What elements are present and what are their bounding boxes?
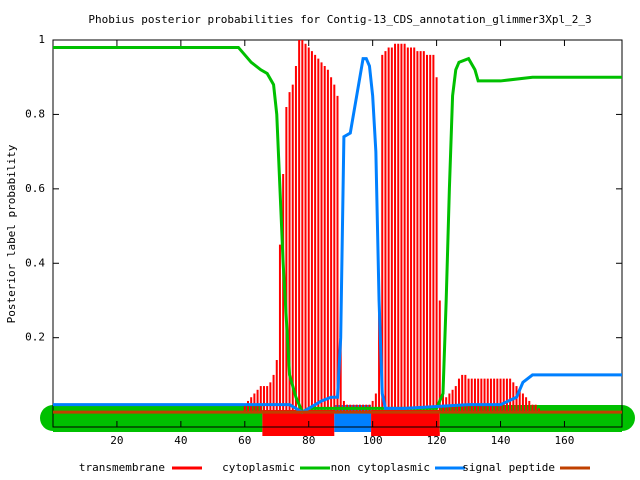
legend-label: non cytoplasmic bbox=[331, 461, 430, 474]
legend-label: signal peptide bbox=[462, 461, 555, 474]
legend-label: transmembrane bbox=[79, 461, 165, 474]
series-line bbox=[53, 57, 622, 414]
region-band bbox=[371, 410, 440, 436]
x-tick-label: 20 bbox=[110, 434, 123, 447]
x-tick-label: 100 bbox=[363, 434, 383, 447]
region-band bbox=[262, 410, 335, 436]
y-tick-label: 0.4 bbox=[25, 256, 45, 269]
y-tick-label: 1 bbox=[38, 33, 45, 46]
x-tick-label: 140 bbox=[491, 434, 511, 447]
x-tick-label: 40 bbox=[174, 434, 187, 447]
series-line bbox=[53, 45, 622, 415]
plot-frame bbox=[52, 39, 623, 428]
legend-label: cytoplasmic bbox=[222, 461, 295, 474]
y-tick-label: 0.2 bbox=[25, 331, 45, 344]
region-band bbox=[439, 405, 622, 432]
x-tick-label: 160 bbox=[555, 434, 575, 447]
x-tick-label: 80 bbox=[302, 434, 315, 447]
x-tick-label: 120 bbox=[427, 434, 447, 447]
x-tick-label: 60 bbox=[238, 434, 251, 447]
y-tick-label: 0.6 bbox=[25, 182, 45, 195]
chart-title: Phobius posterior probabilities for Cont… bbox=[88, 13, 591, 26]
y-axis-label: Posterior label probability bbox=[5, 144, 18, 323]
region-band bbox=[53, 405, 263, 432]
y-tick-label: 0.8 bbox=[25, 107, 45, 120]
